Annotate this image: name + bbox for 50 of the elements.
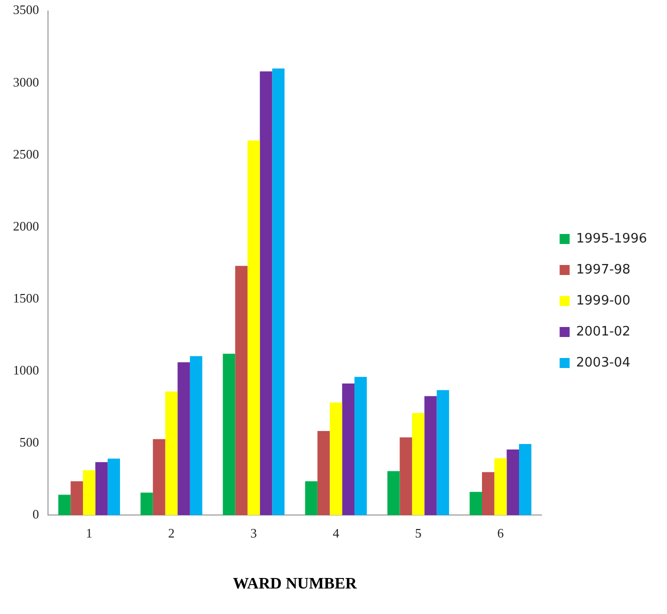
x-axis-title: WARD NUMBER [232, 576, 358, 593]
bar [248, 140, 260, 516]
bar [354, 376, 367, 516]
bar [95, 462, 108, 516]
bar [317, 431, 330, 516]
y-tick-label: 3500 [13, 2, 39, 18]
bar [165, 392, 178, 516]
y-tick-label: 2500 [13, 146, 39, 162]
bar [506, 449, 520, 516]
bar [400, 437, 412, 516]
y-tick-label: 500 [20, 434, 39, 450]
y-tick-label: 1000 [13, 362, 39, 378]
bar [412, 413, 424, 516]
bar [436, 390, 450, 516]
bar [387, 471, 400, 516]
bar [82, 470, 96, 516]
y-tick-label: 1500 [13, 290, 39, 306]
x-tick-label: 2 [168, 525, 175, 540]
bar [140, 492, 153, 516]
x-tick-label: 4 [332, 525, 340, 540]
bar [305, 481, 318, 516]
y-tick-label: 2000 [13, 218, 39, 234]
bar [58, 494, 71, 516]
bar [222, 354, 236, 516]
y-tick-label: 0 [32, 506, 39, 522]
bar [260, 71, 272, 516]
legend-label: 1999-00 [576, 293, 630, 308]
bar [342, 383, 354, 516]
legend-label: 2001-02 [576, 324, 630, 340]
bar [494, 458, 507, 516]
x-tick-label: 6 [497, 525, 504, 540]
bar [272, 68, 285, 516]
bar [519, 444, 532, 516]
bar [178, 362, 190, 516]
bar [424, 396, 437, 516]
bar [470, 492, 482, 516]
bar [482, 472, 494, 516]
legend-label: 1995-1996 [576, 231, 647, 246]
legend-label: 2003-04 [576, 355, 630, 370]
bar [330, 402, 342, 516]
x-tick-label: 5 [414, 525, 422, 540]
bar [235, 266, 248, 516]
legend-label: 1997-98 [576, 262, 630, 278]
bar [190, 356, 202, 516]
x-tick-label: 1 [86, 525, 92, 540]
x-tick-label: 3 [250, 525, 257, 540]
y-tick-label: 3000 [13, 74, 39, 90]
bar [70, 481, 83, 516]
bar [152, 439, 166, 516]
bar [108, 458, 120, 516]
